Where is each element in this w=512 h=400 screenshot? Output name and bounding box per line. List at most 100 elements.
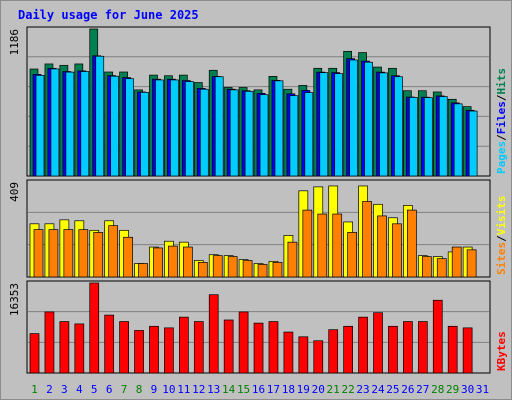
x-tick-label-day-31: 31 [476, 383, 489, 396]
x-tick-label-day-25: 25 [386, 383, 399, 396]
y-max-label-3: 16353 [8, 283, 21, 316]
bar-pages [80, 71, 90, 177]
bar-pages [319, 72, 329, 177]
bar-kbytes [74, 323, 85, 374]
bar-pages [35, 75, 45, 177]
bar-pages [125, 78, 134, 177]
bar-kbytes [253, 322, 264, 374]
bar-kbytes [179, 316, 189, 374]
bar-pages [65, 71, 75, 177]
x-tick-label-day-16: 16 [252, 383, 265, 396]
x-tick-label-day-27: 27 [416, 383, 429, 396]
bar-kbytes [343, 325, 353, 374]
bar-sites [272, 262, 283, 278]
bar-kbytes [164, 327, 174, 374]
bar-pages [259, 94, 269, 177]
bar-kbytes [149, 325, 159, 374]
x-tick-label-day-1: 1 [31, 383, 38, 396]
x-tick-label-day-11: 11 [177, 383, 190, 396]
x-tick-label-day-8: 8 [136, 383, 143, 396]
bar-pages [409, 97, 418, 177]
bar-pages [185, 81, 194, 177]
bar-sites [287, 241, 298, 278]
bar-sites [362, 201, 372, 278]
x-tick-label-day-22: 22 [341, 383, 354, 396]
x-tick-label-day-20: 20 [312, 383, 325, 396]
bar-sites [317, 213, 328, 278]
x-tick-label-day-7: 7 [121, 383, 128, 396]
axis-label-part: / [495, 94, 508, 101]
x-tick-label-day-6: 6 [106, 383, 113, 396]
bar-kbytes [462, 327, 473, 374]
x-tick-label-day-10: 10 [162, 383, 175, 396]
bar-kbytes [313, 340, 324, 374]
bar-sites [242, 260, 253, 278]
x-tick-label-day-28: 28 [431, 383, 444, 396]
y-max-label-2: 409 [8, 182, 21, 202]
bar-kbytes [238, 311, 249, 374]
bar-kbytes [447, 325, 458, 374]
bar-pages [140, 91, 149, 177]
bar-kbytes [119, 321, 129, 374]
axis-label-3: KBytes [495, 331, 508, 371]
bar-sites [421, 256, 432, 278]
bar-sites [451, 246, 462, 278]
bar-sites [63, 229, 74, 278]
x-tick-label-day-2: 2 [46, 383, 53, 396]
y-max-label-1: 1186 [8, 29, 21, 56]
bar-sites [212, 255, 223, 278]
bar-sites [227, 256, 238, 278]
bar-kbytes [432, 299, 443, 374]
axis-label-part: / [495, 235, 508, 242]
bar-kbytes [89, 282, 100, 374]
bar-kbytes [44, 311, 55, 374]
bar-sites [93, 232, 104, 278]
bar-sites [302, 209, 313, 278]
x-tick-label-day-5: 5 [91, 383, 98, 396]
axis-label-part: Hits [495, 68, 508, 95]
bar-sites [48, 229, 59, 278]
bar-kbytes [283, 331, 294, 374]
x-tick-label-day-19: 19 [297, 383, 310, 396]
bar-kbytes [104, 314, 115, 374]
axis-label-part: Pages [495, 141, 508, 174]
x-tick-label-day-14: 14 [222, 383, 236, 396]
bar-pages [50, 68, 60, 177]
bar-pages [438, 96, 448, 177]
bar-sites [197, 262, 208, 278]
x-tick-label-day-9: 9 [151, 383, 158, 396]
bar-sites [123, 236, 133, 278]
x-tick-label-day-12: 12 [192, 383, 205, 396]
bar-kbytes [358, 316, 368, 374]
bar-pages [423, 97, 433, 177]
bar-pages [214, 76, 224, 177]
bar-pages [244, 90, 254, 177]
bar-pages [364, 61, 373, 177]
bar-sites [78, 229, 89, 278]
bar-sites [153, 247, 163, 278]
bar-kbytes [388, 325, 398, 374]
bar-pages [155, 79, 164, 177]
x-tick-label-day-26: 26 [401, 383, 414, 396]
x-tick-label-day-23: 23 [356, 383, 369, 396]
bar-pages [95, 55, 105, 177]
bar-kbytes [403, 321, 413, 374]
bar-pages [304, 92, 314, 177]
bar-sites [183, 246, 193, 278]
bar-pages [274, 80, 284, 177]
x-tick-label-day-29: 29 [446, 383, 459, 396]
bar-kbytes [268, 321, 279, 374]
bar-kbytes [298, 336, 309, 374]
bar-sites [33, 229, 44, 278]
x-tick-label-day-24: 24 [371, 383, 385, 396]
bar-kbytes [29, 333, 40, 374]
bar-sites [168, 245, 178, 278]
bar-kbytes [328, 329, 339, 374]
axis-label-1: Pages/Files/Hits [495, 68, 508, 174]
bar-kbytes [223, 319, 234, 374]
bar-kbytes [373, 312, 383, 374]
bar-kbytes [134, 330, 144, 374]
axis-label-part: Sites [495, 242, 508, 275]
bar-pages [468, 110, 478, 177]
